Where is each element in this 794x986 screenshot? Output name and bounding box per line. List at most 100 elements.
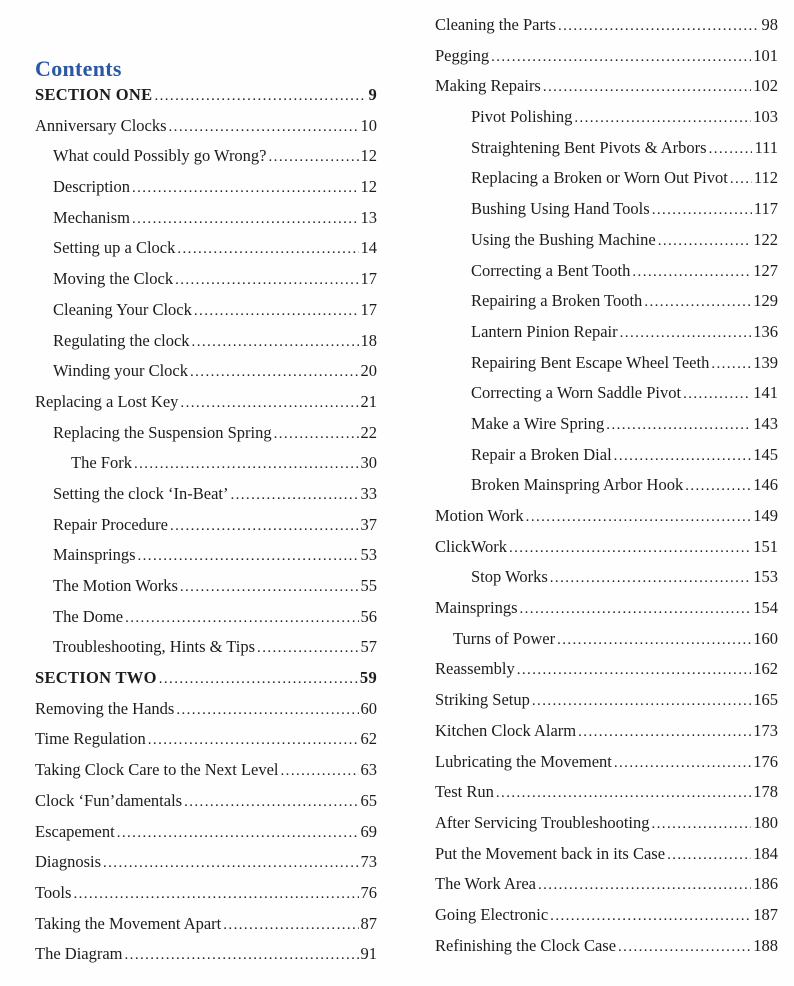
toc-entry: Setting the clock ‘In-Beat’ 33 xyxy=(35,483,377,514)
toc-entry-page-number: 57 xyxy=(360,637,378,657)
toc-entry: Repairing a Broken Tooth 129 xyxy=(435,290,778,321)
toc-entry: Replacing a Broken or Worn Out Pivot 112 xyxy=(435,167,778,198)
toc-entry-label: Striking Setup xyxy=(435,690,530,710)
toc-entry: Pivot Polishing 103 xyxy=(435,106,778,137)
toc-entry: Put the Movement back in its Case 184 xyxy=(435,843,778,874)
toc-entry-label: Test Run xyxy=(435,782,494,802)
toc-entry-label: Straightening Bent Pivots & Arbors xyxy=(471,137,707,157)
toc-entry: Taking Clock Care to the Next Level 63 xyxy=(35,759,377,790)
toc-entry: Reassembly 162 xyxy=(435,658,778,689)
toc-entry: Using the Bushing Machine 122 xyxy=(435,229,778,260)
toc-entry-label: Replacing the Suspension Spring xyxy=(53,422,272,442)
toc-entry: Stop Works 153 xyxy=(435,566,778,597)
dot-leader xyxy=(274,422,359,445)
dot-leader xyxy=(117,821,359,844)
toc-entry-page-number: 59 xyxy=(359,668,377,688)
toc-entry-page-number: 69 xyxy=(360,821,378,841)
toc-entry: Bushing Using Hand Tools 117 xyxy=(435,198,778,229)
dot-leader xyxy=(652,198,752,221)
dot-leader xyxy=(132,207,359,230)
toc-entry: Removing the Hands 60 xyxy=(35,698,377,729)
toc-entry-label: Making Repairs xyxy=(435,76,541,96)
toc-entry: Correcting a Bent Tooth 127 xyxy=(435,260,778,291)
toc-right-entries: Cleaning the Parts 98 Pegging 101 Making Rep… xyxy=(435,14,778,965)
toc-entry: Replacing a Lost Key 21 xyxy=(35,391,377,422)
toc-entry-label: SECTION TWO xyxy=(35,668,157,688)
toc-left-entries: SECTION ONE 9 Anniversary Clocks 10 What cou… xyxy=(35,84,377,974)
dot-leader xyxy=(685,474,751,497)
toc-entry-page-number: 21 xyxy=(360,391,378,411)
dot-leader xyxy=(159,667,358,690)
toc-entry-page-number: 62 xyxy=(360,729,378,749)
contents-heading: Contents xyxy=(35,56,122,81)
toc-entry-page-number: 18 xyxy=(360,330,378,350)
toc-entry: Lubricating the Movement 176 xyxy=(435,751,778,782)
toc-entry: Test Run 178 xyxy=(435,781,778,812)
toc-entry-page-number: 143 xyxy=(753,413,778,433)
toc-entry-page-number: 56 xyxy=(360,606,378,626)
toc-entry-page-number: 129 xyxy=(753,291,778,311)
toc-entry: SECTION TWO 59 xyxy=(35,667,377,698)
toc-entry-page-number: 98 xyxy=(761,15,779,34)
toc-entry: The Work Area 186 xyxy=(435,873,778,904)
dot-leader xyxy=(550,904,751,927)
toc-entry-label: Motion Work xyxy=(435,506,524,525)
dot-leader xyxy=(169,115,359,138)
toc-entry-label: Setting up a Clock xyxy=(53,238,176,258)
toc-entry-page-number: 188 xyxy=(753,935,778,955)
toc-entry-page-number: 180 xyxy=(753,812,778,832)
toc-entry-label: Clock ‘Fun’damentals xyxy=(35,790,183,810)
toc-entry-label: Tools xyxy=(35,882,72,902)
toc-entry-label: Moving the Clock xyxy=(53,269,174,289)
toc-entry-page-number: 13 xyxy=(360,207,378,227)
dot-leader xyxy=(154,84,366,107)
dot-leader xyxy=(125,943,359,966)
toc-entry-label: Cleaning Your Clock xyxy=(53,299,192,319)
dot-leader xyxy=(125,606,358,629)
toc-entry: Escapement 69 xyxy=(35,821,377,852)
dot-leader xyxy=(148,728,359,751)
toc-entry-page-number: 22 xyxy=(360,422,378,442)
toc-entry: Repairing Bent Escape Wheel Teeth 139 xyxy=(435,352,778,383)
toc-entry-page-number: 117 xyxy=(753,199,778,219)
toc-entry-label: Cleaning the Parts xyxy=(435,15,556,34)
toc-entry-label: Taking the Movement Apart xyxy=(35,913,222,933)
toc-entry-label: Replacing a Lost Key xyxy=(35,391,179,411)
dot-leader xyxy=(532,689,751,712)
dot-leader xyxy=(192,330,359,353)
toc-entry-label: Time Regulation xyxy=(35,729,146,749)
toc-entry: The Dome 56 xyxy=(35,606,377,637)
toc-entry-label: Setting the clock ‘In-Beat’ xyxy=(53,483,229,503)
toc-entry-page-number: 162 xyxy=(753,659,778,679)
dot-leader xyxy=(543,75,751,98)
dot-leader xyxy=(574,106,751,129)
toc-entry-page-number: 176 xyxy=(753,751,778,771)
dot-leader xyxy=(558,14,760,37)
dot-leader xyxy=(658,229,752,252)
toc-entry: Cleaning the Parts 98 xyxy=(435,14,778,45)
dot-leader xyxy=(491,45,751,68)
toc-entry-page-number: 101 xyxy=(753,45,778,65)
toc-entry-label: Broken Mainspring Arbor Hook xyxy=(471,475,684,495)
toc-entry-label: Repairing Bent Escape Wheel Teeth xyxy=(471,352,710,372)
dot-leader xyxy=(269,145,359,168)
toc-entry: Pegging 101 xyxy=(435,45,778,76)
toc-entry: Refinishing the Clock Case 188 xyxy=(435,935,778,966)
toc-entry: The Motion Works 55 xyxy=(35,575,377,606)
toc-entry: Straightening Bent Pivots & Arbors 111 xyxy=(435,137,778,168)
toc-entry-page-number: 65 xyxy=(360,790,378,810)
dot-leader xyxy=(730,167,752,190)
toc-entry-label: The Diagram xyxy=(35,944,123,964)
toc-entry: Tools 76 xyxy=(35,882,377,913)
toc-entry-page-number: 103 xyxy=(753,107,778,127)
toc-entry-page-number: 127 xyxy=(753,260,778,280)
toc-entry: What could Possibly go Wrong? 12 xyxy=(35,145,377,176)
toc-entry-page-number: 153 xyxy=(753,567,778,587)
toc-entry: ClickWork 151 xyxy=(435,536,778,567)
toc-entry-label: Taking Clock Care to the Next Level xyxy=(35,760,279,780)
toc-entry: Anniversary Clocks 10 xyxy=(35,115,377,146)
toc-entry: Diagnosis 73 xyxy=(35,851,377,882)
toc-column-right: Cleaning the Parts 98 Pegging 101 Making Rep… xyxy=(435,14,778,965)
toc-entry-label: Replacing a Broken or Worn Out Pivot xyxy=(471,168,728,188)
